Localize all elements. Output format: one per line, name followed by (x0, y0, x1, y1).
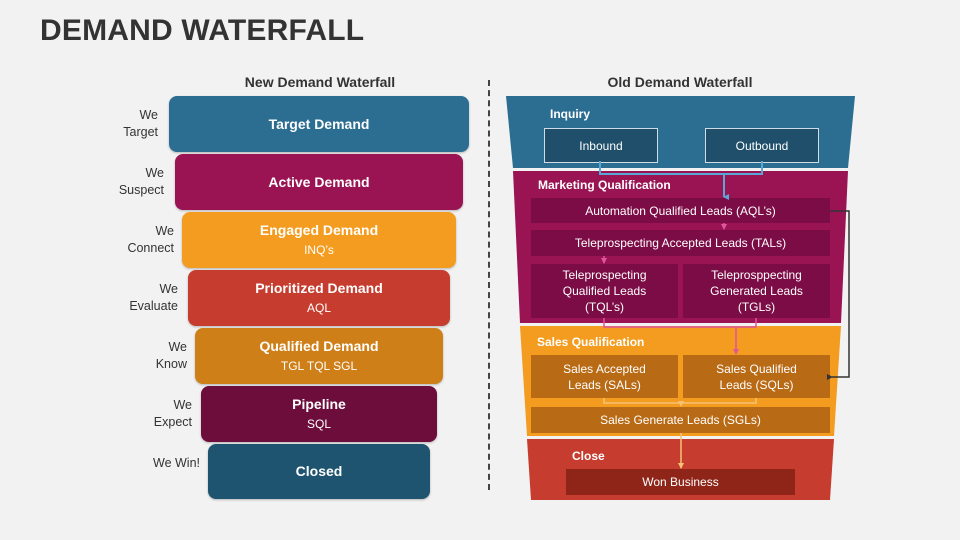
page-title: DEMAND WATERFALL (40, 14, 365, 47)
stage-sub: SQL (306, 417, 331, 431)
stage-qualified-demand: Qualified Demand TGL TQL SGL (195, 328, 443, 384)
tql-box: Teleprospecting Qualified Leads (TQL’s) (531, 264, 678, 318)
section-title-marketing: Marketing Qualification (538, 178, 671, 192)
aql-box: Automation Qualified Leads (AQL’s) (531, 198, 830, 223)
stage-sub: AQL (306, 301, 331, 315)
stage-name: Active Demand (268, 173, 370, 190)
new-waterfall-heading: New Demand Waterfall (244, 74, 396, 90)
row-label-know: We Know (155, 340, 187, 371)
row-label-win: We Win! (153, 456, 200, 470)
row-label-target: We Target (123, 108, 158, 139)
stage-sub: TGL TQL SGL (280, 359, 358, 373)
stage-sub: INQ’s (304, 243, 334, 257)
outbound-box: Outbound (705, 128, 819, 163)
stage-name: Closed (295, 463, 343, 479)
tgl-box: Teleprosppecting Generated Leads (TGLs) (683, 264, 830, 318)
section-title-inquiry: Inquiry (550, 107, 591, 121)
section-title-sales: Sales Qualification (537, 335, 645, 349)
stage-name: Pipeline (292, 396, 346, 412)
stage-name: Qualified Demand (259, 338, 379, 354)
sal-box: Sales Accepted Leads (SALs) (531, 355, 678, 398)
stage-prioritized-demand: Prioritized Demand AQL (188, 270, 450, 326)
stage-active-demand: Active Demand (175, 154, 463, 210)
inbound-box: Inbound (544, 128, 658, 163)
row-label-evaluate: We Evaluate (129, 282, 178, 313)
row-label-expect: We Expect (153, 398, 192, 429)
row-label-connect: We Connect (127, 224, 174, 255)
stage-target-demand: Target Demand (169, 96, 469, 152)
old-waterfall-heading: Old Demand Waterfall (607, 74, 753, 90)
column-divider (488, 80, 490, 490)
sql-box: Sales Qualified Leads (SQLs) (683, 355, 830, 398)
stage-engaged-demand: Engaged Demand INQ’s (182, 212, 456, 268)
row-label-suspect: We Suspect (118, 166, 164, 197)
stage-name: Target Demand (268, 115, 370, 132)
won-business-box: Won Business (566, 469, 795, 495)
section-title-close: Close (572, 449, 605, 463)
sgl-box: Sales Generate Leads (SGLs) (531, 407, 830, 433)
stage-pipeline: Pipeline SQL (201, 386, 437, 442)
stage-name: Prioritized Demand (255, 280, 383, 296)
stage-closed: Closed (208, 444, 430, 499)
tal-box: Teleprospecting Accepted Leads (TALs) (531, 230, 830, 256)
stage-name: Engaged Demand (259, 222, 379, 238)
